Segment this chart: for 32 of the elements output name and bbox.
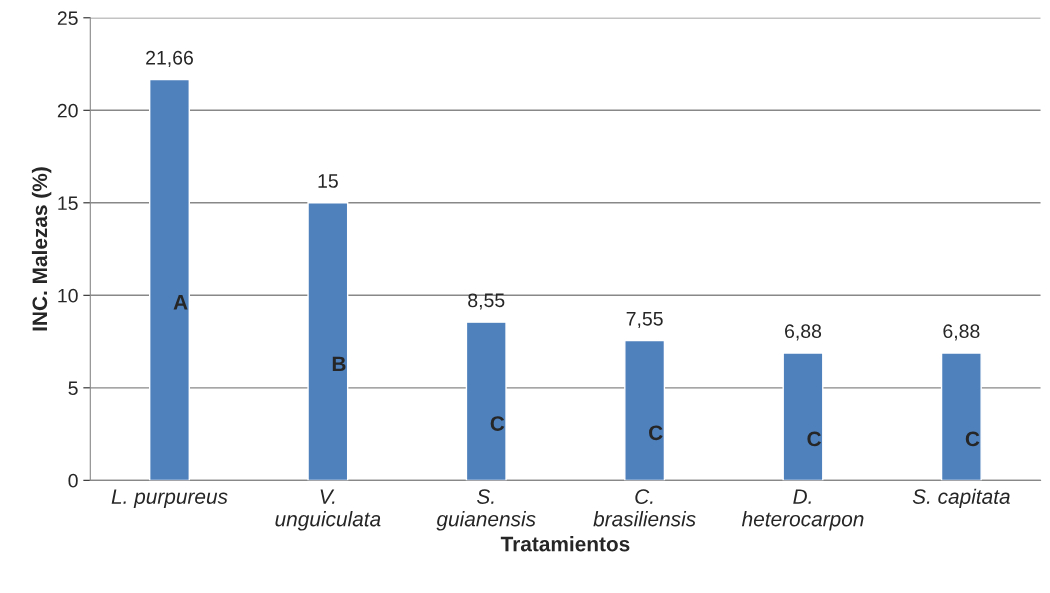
x-tick-label: V. unguiculata	[275, 489, 381, 531]
y-tick-label: 0	[68, 473, 78, 488]
y-tick-label: 5	[68, 381, 78, 396]
bar	[782, 352, 824, 481]
x-tick-label: S. guianensis	[436, 489, 536, 531]
bar	[148, 78, 190, 481]
x-tick-label: L. purpureus	[111, 489, 228, 509]
y-tick-label: 15	[58, 196, 78, 211]
data-label: 6,88	[785, 324, 822, 341]
annotation: C	[965, 431, 980, 447]
x-tick-label: S. capitata	[912, 488, 1010, 509]
y-tick-label: 10	[58, 288, 78, 303]
bar	[307, 202, 349, 481]
data-label: 6,88	[943, 324, 980, 341]
y-tick-label: 20	[57, 103, 78, 118]
data-label: 7,55	[626, 312, 663, 328]
bar	[465, 321, 507, 481]
annotation: C	[807, 431, 822, 447]
bar	[940, 352, 982, 481]
y-axis-title: INC. Malezas (%)	[31, 167, 52, 331]
data-label: 21,66	[146, 50, 193, 67]
data-label: 8,55	[468, 293, 505, 310]
x-tick-label: C. brasiliensis	[593, 489, 696, 527]
annotation: C	[649, 425, 663, 441]
annotation: A	[173, 295, 188, 310]
annotation: B	[332, 356, 346, 372]
annotation: C	[490, 416, 505, 431]
y-tick-label: 25	[57, 11, 78, 26]
x-axis-title: Tratamientos	[500, 536, 630, 552]
data-label: 15	[318, 174, 338, 188]
bar	[624, 339, 666, 481]
x-tick-label: D. heterocarpon	[741, 489, 864, 531]
